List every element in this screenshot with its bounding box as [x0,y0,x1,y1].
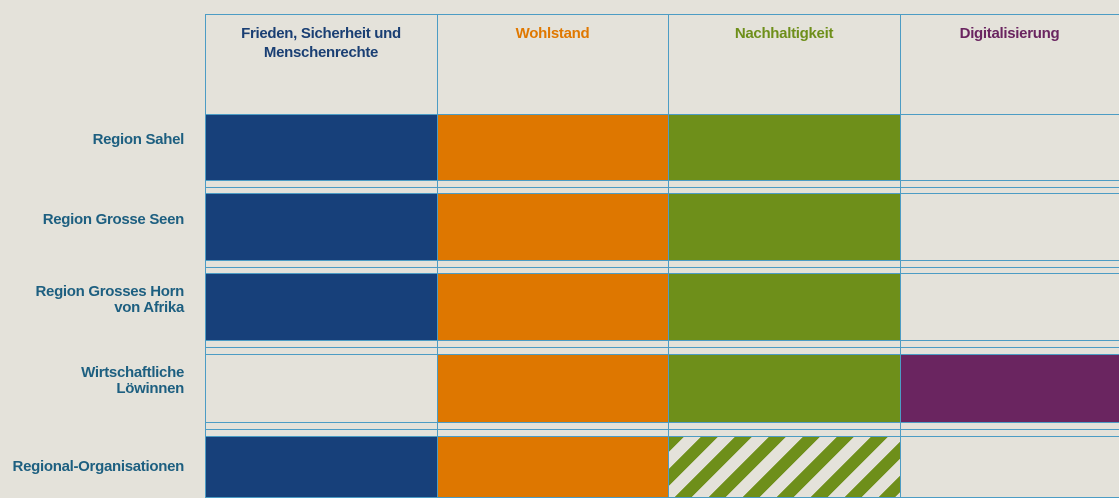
grid-line [205,14,206,497]
column-header: Frieden, Sicherheit und Menschenrechte [241,25,401,61]
grid-line [205,340,1119,341]
cell-filled [437,436,668,497]
cell-filled [205,193,437,260]
cell-filled [668,193,900,260]
grid-line [205,187,1119,188]
cell-filled [437,193,668,260]
column-header: Wohlstand [515,25,590,42]
row-header: Region Grosses Horn von Afrika [35,282,185,316]
cell-filled [668,114,900,180]
grid-line [205,354,1119,355]
cell-filled [900,354,1119,422]
grid-line [900,14,901,497]
cell-filled [668,354,900,422]
row-header: Regional-Organisationen [12,457,185,475]
grid-line [205,267,1119,268]
cell-filled [668,273,900,340]
cell-filled [437,114,668,180]
grid-line [205,347,1119,348]
column-header: Nachhaltigkeit [734,25,834,42]
grid-line [205,273,1119,274]
grid-line [437,14,438,497]
grid-line [205,260,1119,261]
grid-line [205,429,1119,430]
cell-filled [437,273,668,340]
cell-filled [437,354,668,422]
row-header: Wirtschaftliche Löwinnen [81,364,184,397]
grid-line [668,14,669,497]
row-header: Region Grosse Seen [42,210,185,228]
grid-line [205,422,1119,423]
cell-filled [205,114,437,180]
grid-line [205,114,1119,115]
grid-line [205,193,1119,194]
grid-line [205,180,1119,181]
cell-filled [205,273,437,340]
row-header: Region Sahel [92,131,185,148]
cell-filled [205,436,437,497]
column-header: Digitalisierung [959,25,1060,42]
grid-line [205,436,1119,437]
grid-line [205,14,1119,15]
cell-hatched [668,436,900,497]
